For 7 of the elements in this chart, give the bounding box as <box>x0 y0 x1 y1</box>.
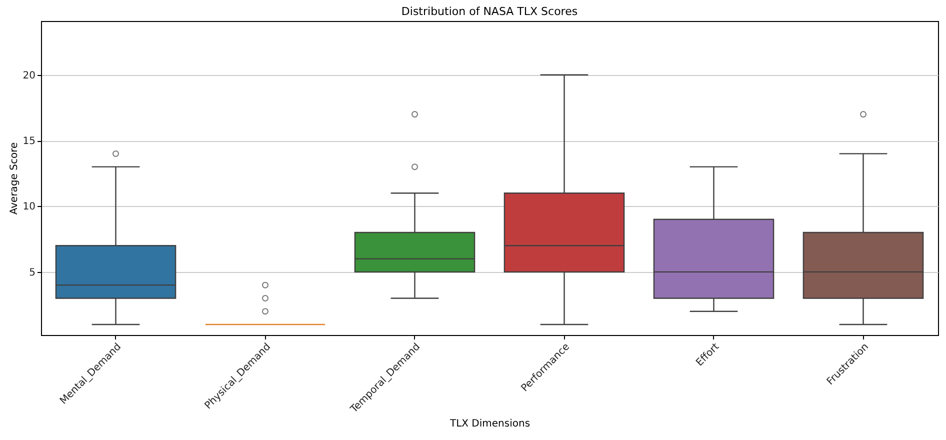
y-axis-title: Average Score <box>8 142 20 215</box>
y-tick-label: 5 <box>29 267 36 278</box>
y-tick-label: 20 <box>22 70 36 82</box>
chart-title: Distribution of NASA TLX Scores <box>401 5 578 18</box>
x-axis-title: TLX Dimensions <box>448 418 530 430</box>
y-tick-label: 15 <box>22 136 36 148</box>
y-tick-label: 10 <box>22 202 36 213</box>
